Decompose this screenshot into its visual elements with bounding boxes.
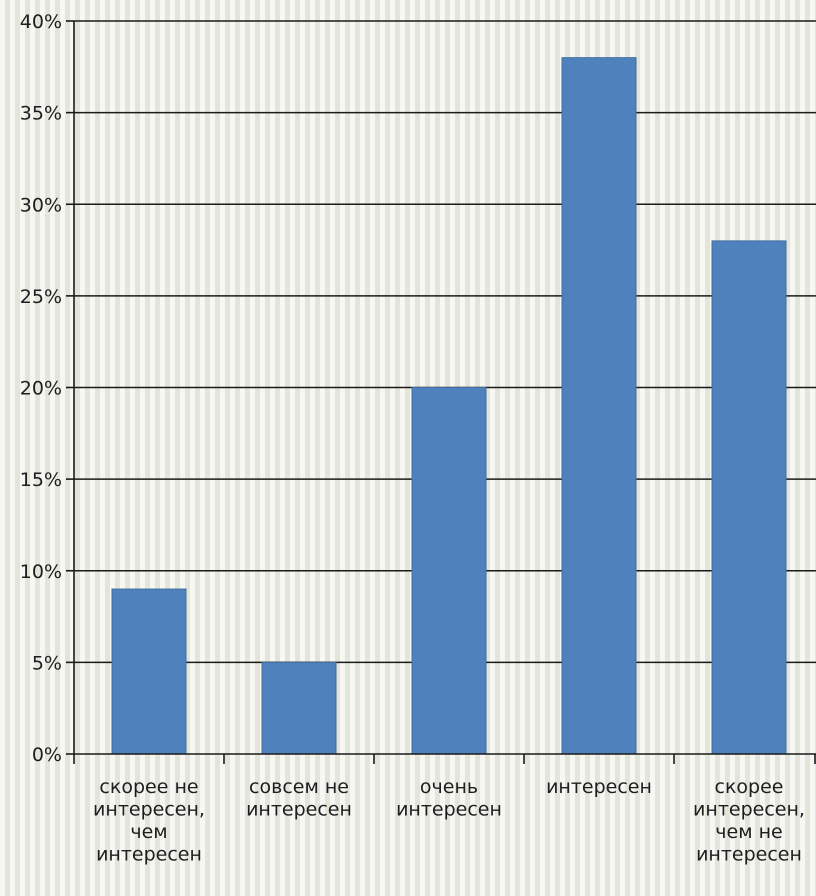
bar xyxy=(411,387,487,755)
y-tick-label: 10% xyxy=(20,561,62,583)
axes xyxy=(66,20,816,764)
x-category-label-line: скорее не xyxy=(99,776,198,798)
x-category-label: очень интересен xyxy=(396,776,502,821)
x-category-label-line: интересен, xyxy=(693,799,805,821)
bar xyxy=(711,240,787,755)
x-category-label-line: интересен xyxy=(396,799,502,821)
y-tick-label: 0% xyxy=(32,744,62,766)
x-category-label-line: интересен xyxy=(546,776,652,798)
bar xyxy=(111,588,187,755)
bar xyxy=(261,661,337,755)
y-tick-label: 30% xyxy=(20,194,62,216)
y-tick-label: 5% xyxy=(32,652,62,674)
y-tick-label: 20% xyxy=(20,378,62,400)
x-category-label-line: совсем не xyxy=(249,776,349,798)
y-tick-label: 15% xyxy=(20,469,62,491)
x-category-label: скорее интересен, чем не интересен xyxy=(693,776,805,866)
x-category-label: скорее не интересен, чем интересен xyxy=(93,776,205,866)
x-category-label: интересен xyxy=(546,776,652,798)
x-category-label-line: очень xyxy=(420,776,478,798)
y-tick-labels: 0% 5% 10% 15% 20% 25% 30% 35% 40% xyxy=(20,11,62,766)
bars xyxy=(111,57,787,755)
x-category-label-line: интересен xyxy=(96,844,202,866)
x-category-label-line: чем не xyxy=(715,821,782,843)
y-tick-label: 25% xyxy=(20,286,62,308)
x-category-label-line: интересен xyxy=(696,844,802,866)
x-category-label: совсем не интересен xyxy=(246,776,352,821)
x-category-label-line: чем xyxy=(130,821,167,843)
y-tick-label: 40% xyxy=(20,11,62,33)
bar xyxy=(561,57,637,755)
x-category-label-line: интересен, xyxy=(93,799,205,821)
x-category-label-line: скорее xyxy=(715,776,784,798)
x-category-label-line: интересен xyxy=(246,799,352,821)
y-tick-label: 35% xyxy=(20,103,62,125)
